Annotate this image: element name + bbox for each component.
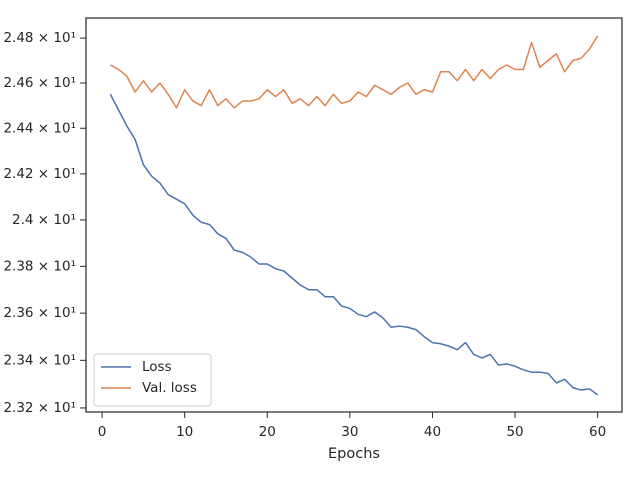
y-tick-label: 2.4 × 10¹ [12,212,76,228]
y-tick-label: 2.36 × 10¹ [3,305,76,321]
legend-label: Val. loss [142,380,197,396]
data-line [110,35,599,109]
x-tick-label: 10 [176,424,193,440]
y-tick-label: 2.38 × 10¹ [3,258,76,274]
plot-frame [85,17,623,413]
y-tick-label: 2.44 × 10¹ [3,120,76,136]
legend-label: Loss [142,359,172,375]
x-tick-label: 30 [341,424,358,440]
x-tick-label: 0 [98,424,107,440]
x-tick-label: 40 [424,424,441,440]
x-tick-label: 20 [259,424,276,440]
y-tick-label: 2.46 × 10¹ [3,75,76,91]
x-tick-label: 60 [589,424,606,440]
y-tick-label: 2.42 × 10¹ [3,166,76,182]
y-tick-label: 2.34 × 10¹ [3,352,76,368]
x-tick-label: 50 [506,424,523,440]
y-tick-label: 2.32 × 10¹ [3,400,76,416]
x-axis-label: Epochs [328,446,380,462]
y-tick-label: 2.48 × 10¹ [3,30,76,46]
data-line [109,93,599,396]
